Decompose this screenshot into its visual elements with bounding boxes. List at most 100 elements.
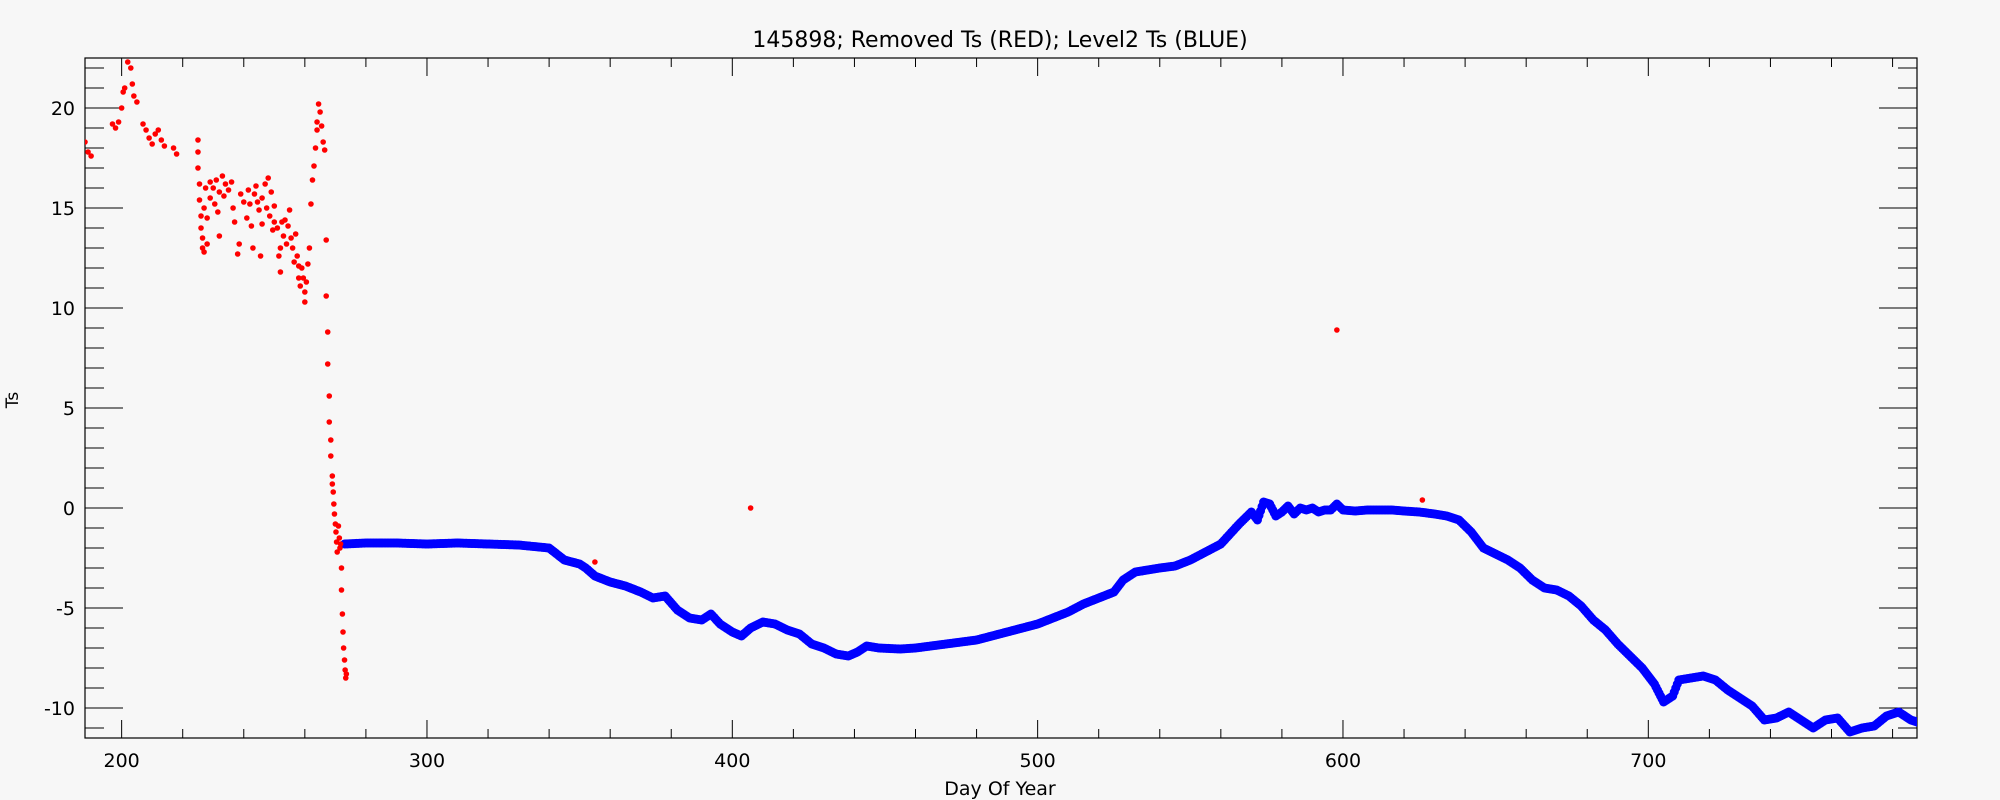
removed-point: [277, 245, 284, 251]
removed-point: [315, 101, 322, 107]
removed-point: [292, 231, 299, 237]
removed-point: [152, 131, 159, 137]
removed-point: [204, 241, 210, 247]
removed-point: [302, 299, 308, 305]
removed-point: [308, 201, 314, 207]
removed-point: [211, 201, 218, 207]
level2-point: [1955, 723, 1964, 732]
level2-point: [1929, 717, 1938, 726]
removed-point: [247, 201, 253, 207]
y-tick-label: 20: [51, 98, 75, 120]
level2-point: [1925, 718, 1934, 727]
removed-point: [199, 235, 206, 241]
removed-point: [109, 121, 116, 127]
removed-point: [198, 225, 204, 231]
removed-point: [326, 419, 333, 425]
plot-axes: 200 300 400 500 600 700 -10 -5 0 5 10 15 20: [44, 57, 1918, 772]
removed-point: [331, 501, 337, 507]
removed-point: [331, 511, 338, 517]
x-axis-label: Day Of Year: [944, 778, 1056, 800]
removed-point: [305, 261, 311, 267]
level2-point: [1926, 718, 1935, 727]
removed-point: [201, 249, 207, 255]
y-tick-label: -5: [56, 598, 75, 620]
removed-point: [219, 173, 226, 179]
level2-point: [1993, 720, 2000, 729]
level2-point: [1949, 720, 1958, 729]
removed-point: [338, 565, 345, 571]
removed-point: [149, 141, 155, 147]
level2-point: [1996, 719, 2000, 728]
removed-point: [1419, 497, 1426, 503]
removed-point: [343, 671, 350, 677]
chart-title: 145898; Removed Ts (RED); Level2 Ts (BLU…: [752, 28, 1247, 53]
y-tick-label: 0: [63, 498, 75, 520]
removed-point: [337, 541, 344, 547]
level2-point: [1952, 721, 1961, 730]
level2-point: [1974, 725, 1983, 734]
removed-point: [155, 127, 162, 133]
removed-point: [237, 191, 244, 197]
removed-point: [262, 181, 268, 187]
removed-point: [112, 125, 119, 131]
removed-point: [170, 145, 177, 151]
removed-point: [204, 215, 210, 221]
removed-point: [312, 145, 319, 151]
removed-point: [115, 119, 122, 125]
removed-point: [303, 279, 310, 285]
removed-point: [268, 189, 275, 195]
level2-point: [1945, 718, 1954, 727]
removed-point: [210, 185, 217, 191]
level2-point: [1987, 722, 1996, 731]
removed-point: [339, 611, 346, 617]
removed-point: [300, 275, 307, 281]
removed-point: [336, 535, 343, 541]
removed-point: [213, 177, 220, 183]
removed-point: [324, 329, 331, 335]
removed-point: [266, 213, 273, 219]
removed-point: [330, 489, 337, 495]
level2-point: [1948, 719, 1957, 728]
x-tick-label: 400: [714, 750, 750, 772]
level2-point: [1957, 724, 1966, 733]
removed-point: [85, 149, 91, 155]
removed-point: [196, 197, 203, 203]
removed-point: [195, 165, 201, 171]
removed-point: [251, 191, 258, 197]
removed-point: [323, 293, 330, 299]
level2-point: [1946, 719, 1955, 728]
removed-point: [207, 179, 213, 185]
removed-point: [309, 177, 316, 183]
removed-point: [244, 215, 250, 221]
removed-point: [234, 251, 241, 257]
level2-point: [1940, 717, 1949, 726]
level2-point: [1980, 724, 1989, 733]
removed-point: [1334, 327, 1340, 333]
removed-point: [314, 119, 320, 125]
removed-point: [230, 205, 236, 211]
removed-point: [259, 221, 265, 227]
removed-point: [216, 233, 223, 239]
removed-point: [274, 225, 281, 231]
removed-point: [259, 195, 265, 201]
removed-point: [334, 549, 341, 555]
removed-point: [131, 93, 137, 99]
removed-point: [198, 213, 204, 219]
removed-point: [215, 209, 221, 215]
removed-point: [311, 163, 317, 169]
removed-point: [338, 587, 345, 593]
level2-point: [1995, 720, 2000, 729]
removed-point: [298, 265, 305, 271]
removed-point: [265, 175, 272, 181]
level2-point: [1975, 725, 1984, 734]
removed-point: [340, 629, 346, 635]
level2-series: [340, 497, 2000, 737]
level2-point: [1984, 722, 1993, 731]
level2-point: [1951, 720, 1960, 729]
removed-point: [257, 253, 264, 259]
removed-point: [302, 289, 308, 295]
removed-point: [323, 237, 330, 243]
x-tick-label: 300: [409, 750, 445, 772]
removed-point: [592, 559, 598, 565]
